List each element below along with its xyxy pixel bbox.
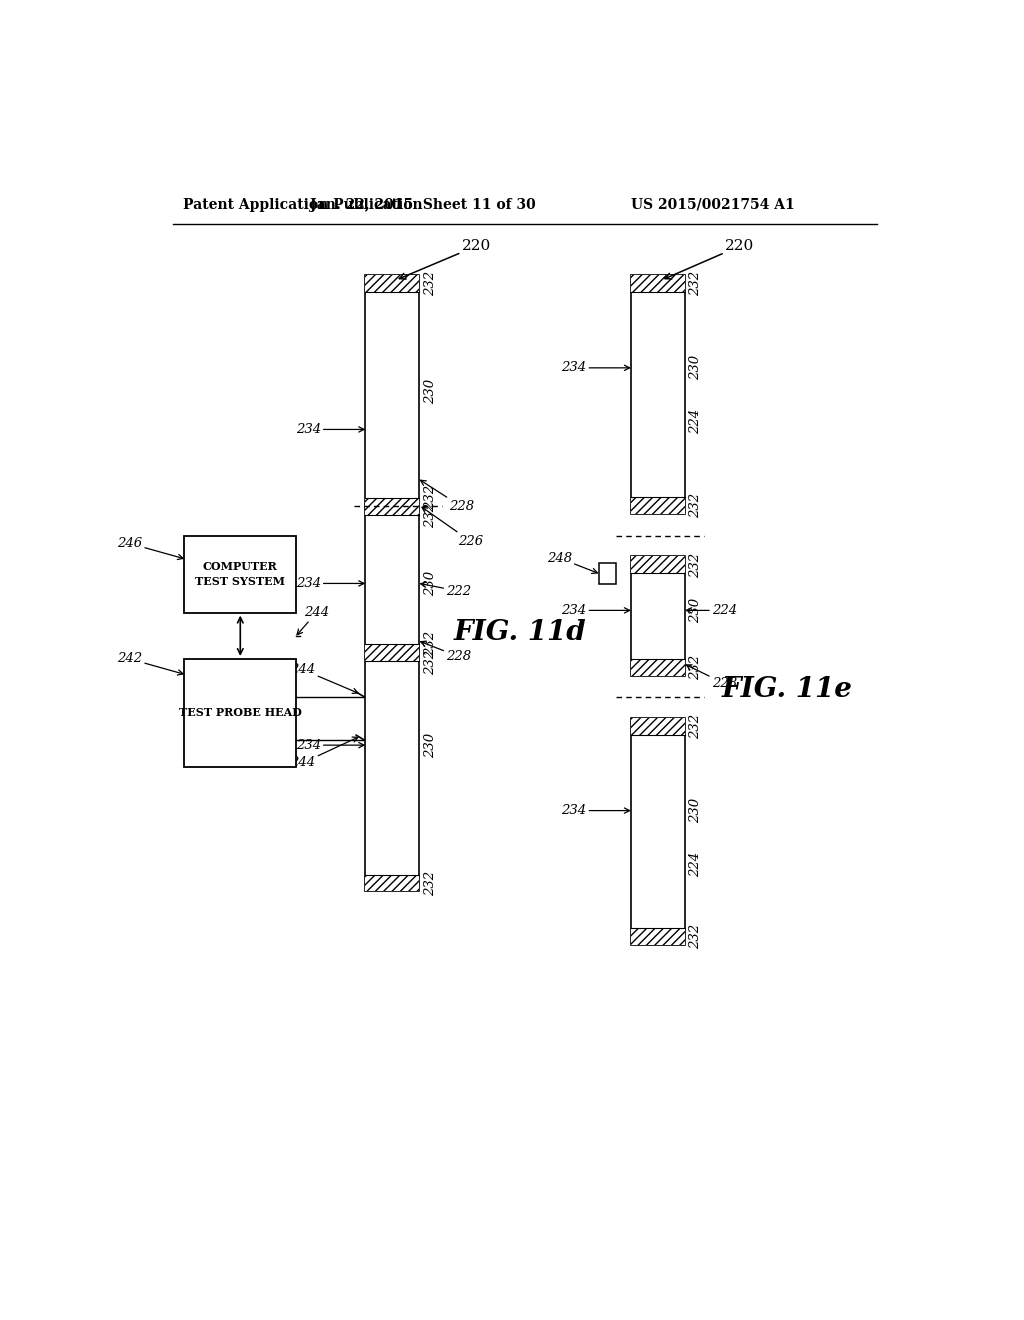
Text: 232: 232 (689, 272, 702, 297)
Text: 232: 232 (424, 272, 436, 297)
Bar (631, 928, 685, 945)
Bar (184, 659, 296, 767)
Text: 228: 228 (686, 665, 737, 690)
Text: FIG. 11e: FIG. 11e (722, 676, 853, 704)
Text: 232: 232 (424, 503, 436, 528)
Text: 234: 234 (296, 577, 364, 590)
Text: 232: 232 (424, 631, 436, 656)
Text: 230: 230 (424, 733, 436, 758)
Text: COMPUTER
TEST SYSTEM: COMPUTER TEST SYSTEM (196, 561, 286, 587)
Bar (631, 498, 685, 515)
Text: 220: 220 (399, 239, 490, 279)
Text: 244: 244 (290, 737, 358, 770)
Bar (631, 557, 685, 573)
Text: 232: 232 (689, 552, 702, 578)
Bar (184, 536, 296, 612)
Text: 232: 232 (424, 649, 436, 675)
Text: 234: 234 (296, 739, 364, 751)
Bar (366, 874, 419, 891)
Bar (366, 276, 419, 891)
Text: Jan. 22, 2015  Sheet 11 of 30: Jan. 22, 2015 Sheet 11 of 30 (310, 198, 536, 211)
Bar (366, 498, 419, 515)
Text: 230: 230 (689, 799, 702, 824)
Text: 234: 234 (561, 603, 630, 616)
Text: 226: 226 (422, 507, 483, 548)
Text: 246: 246 (117, 537, 183, 560)
Text: Patent Application Publication: Patent Application Publication (183, 198, 423, 211)
Text: 232: 232 (689, 494, 702, 519)
Text: 220: 220 (665, 239, 755, 279)
Text: 224: 224 (689, 409, 702, 434)
Text: 242: 242 (117, 652, 183, 675)
Bar (631, 276, 685, 293)
Bar (631, 718, 685, 735)
Text: 248: 248 (547, 552, 597, 573)
Bar (631, 276, 685, 513)
Text: 232: 232 (424, 484, 436, 510)
Text: 234: 234 (296, 422, 364, 436)
Text: 230: 230 (689, 355, 702, 380)
Text: 234: 234 (561, 362, 630, 375)
Text: 224: 224 (686, 603, 737, 616)
Text: TEST PROBE HEAD: TEST PROBE HEAD (179, 708, 302, 718)
Bar (366, 644, 419, 661)
Text: 244: 244 (290, 663, 358, 693)
Text: 222: 222 (421, 582, 471, 598)
Text: 232: 232 (689, 655, 702, 680)
Text: 232: 232 (424, 870, 436, 895)
Text: 234: 234 (561, 804, 630, 817)
Text: FIG. 11d: FIG. 11d (454, 619, 587, 647)
Text: 228: 228 (421, 480, 474, 513)
Bar (631, 718, 685, 945)
Text: 232: 232 (689, 924, 702, 949)
Text: 228: 228 (421, 642, 471, 663)
Bar (366, 276, 419, 293)
Text: 230: 230 (689, 598, 702, 623)
Text: 230: 230 (424, 570, 436, 597)
Text: 224: 224 (689, 851, 702, 876)
Text: 232: 232 (689, 714, 702, 739)
Bar (599, 562, 615, 585)
Bar (631, 659, 685, 676)
Text: 244: 244 (297, 606, 329, 635)
Text: 230: 230 (424, 379, 436, 404)
Text: US 2015/0021754 A1: US 2015/0021754 A1 (631, 198, 795, 211)
Bar (631, 557, 685, 676)
